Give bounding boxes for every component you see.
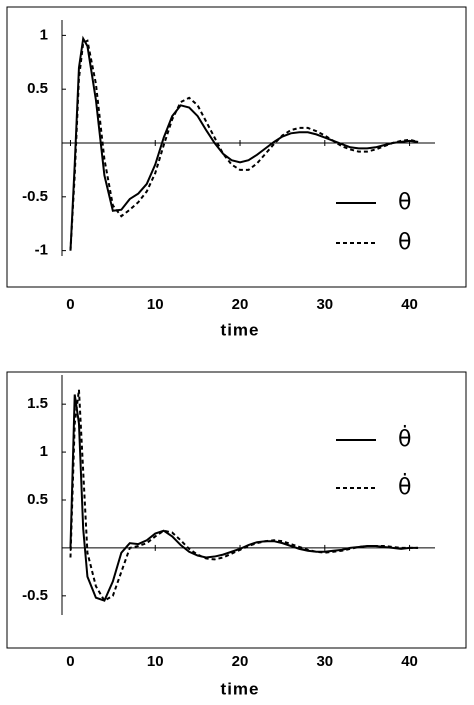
x-axis-label: time (221, 679, 260, 698)
x-tick-label: 10 (147, 296, 164, 313)
x-tick-label: 0 (66, 296, 74, 313)
plot-frame (6, 6, 467, 288)
x-axis-label: time (221, 320, 260, 339)
x-tick-label: 10 (147, 653, 164, 670)
series-line (69, 389, 419, 602)
plot-frame (6, 371, 467, 649)
legend-label: θ (398, 230, 411, 255)
x-tick-label: 20 (232, 653, 249, 670)
x-tick-label: 30 (316, 653, 333, 670)
series-line (69, 39, 419, 251)
legend-label: θ (398, 190, 411, 215)
y-tick-label: 1.5 (27, 395, 48, 412)
legend-label: θ̇ (398, 473, 411, 500)
x-tick-label: 20 (232, 296, 249, 313)
y-tick-label: 0.5 (27, 491, 48, 508)
x-tick-label: 0 (66, 653, 74, 670)
x-tick-label: 30 (316, 296, 333, 313)
y-tick-label: 0.5 (27, 80, 48, 97)
y-tick-label: 1 (40, 26, 48, 43)
y-tick-label: -0.5 (22, 188, 48, 205)
series-line (69, 35, 419, 251)
y-tick-label: -1 (35, 242, 48, 259)
x-tick-label: 40 (401, 296, 418, 313)
series-line (69, 394, 419, 602)
y-tick-label: 1 (40, 443, 48, 460)
x-tick-label: 40 (401, 653, 418, 670)
legend-label: θ̇ (398, 425, 411, 452)
y-tick-label: -0.5 (22, 587, 48, 604)
